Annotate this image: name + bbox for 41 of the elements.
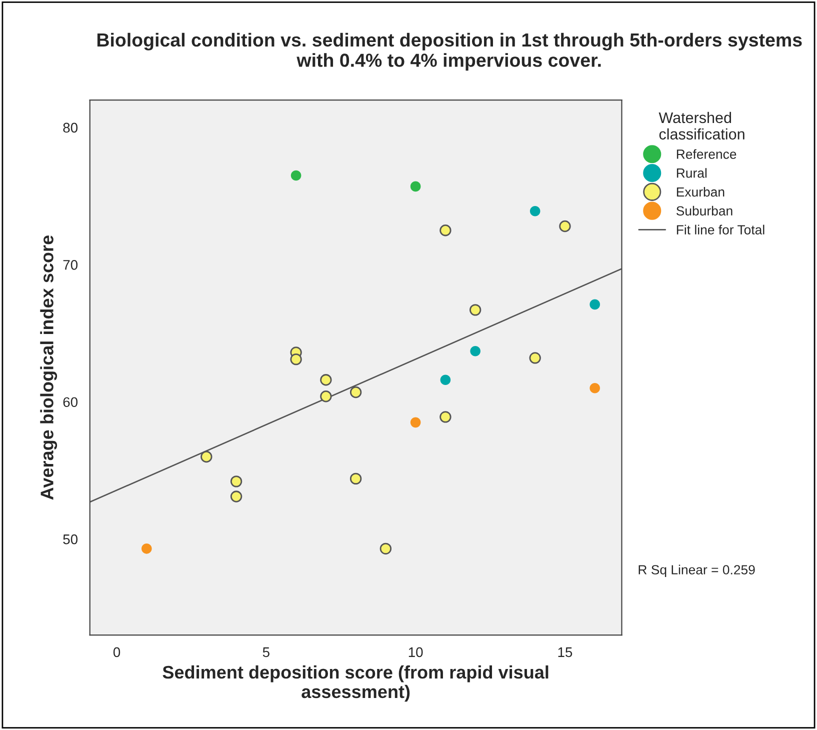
point bbox=[440, 374, 451, 386]
point bbox=[530, 206, 540, 216]
point bbox=[470, 346, 480, 356]
point bbox=[440, 224, 452, 236]
x-tick-label: 5 bbox=[262, 647, 270, 658]
point bbox=[469, 304, 482, 316]
point bbox=[410, 181, 421, 192]
text: R Sq Linear = 0.259 bbox=[638, 564, 755, 578]
y-tick-label: 60 bbox=[63, 397, 78, 408]
x-axis-title: Sediment deposition score (from rapid visual assessment) bbox=[162, 665, 548, 702]
point bbox=[200, 450, 212, 463]
x-tick-label: 10 bbox=[408, 647, 423, 658]
point bbox=[440, 411, 452, 423]
legend-title: Watershed classification bbox=[658, 112, 744, 140]
legend-label: Rural bbox=[676, 168, 707, 178]
point bbox=[141, 544, 152, 554]
point bbox=[590, 299, 600, 310]
point bbox=[559, 220, 571, 232]
x-tick-label: 0 bbox=[113, 647, 120, 658]
point bbox=[230, 476, 242, 488]
y-tick-label: 70 bbox=[63, 260, 78, 270]
point bbox=[290, 170, 302, 181]
point bbox=[290, 353, 302, 366]
legend-label: Exurban bbox=[676, 186, 724, 197]
point bbox=[350, 386, 362, 398]
y-tick-label: 80 bbox=[63, 122, 78, 133]
point bbox=[380, 542, 392, 555]
point bbox=[230, 490, 242, 502]
point bbox=[350, 472, 362, 485]
x-tick-label: 15 bbox=[558, 647, 572, 658]
point bbox=[590, 382, 600, 394]
y-axis-title: Average biological index score bbox=[40, 236, 58, 500]
point bbox=[529, 352, 541, 364]
chart-title: Biological condition vs. sediment deposition in 1st through 5th-orders systems with 0.4% to 4% impervious cover. bbox=[97, 32, 802, 71]
legend-label: Suburban bbox=[676, 206, 732, 216]
y-tick-label: 50 bbox=[63, 534, 78, 544]
legend-label: Fit line for Total bbox=[676, 224, 764, 234]
point bbox=[320, 374, 332, 386]
legend-label: Reference bbox=[676, 149, 736, 159]
point bbox=[320, 390, 332, 402]
point bbox=[410, 417, 421, 428]
